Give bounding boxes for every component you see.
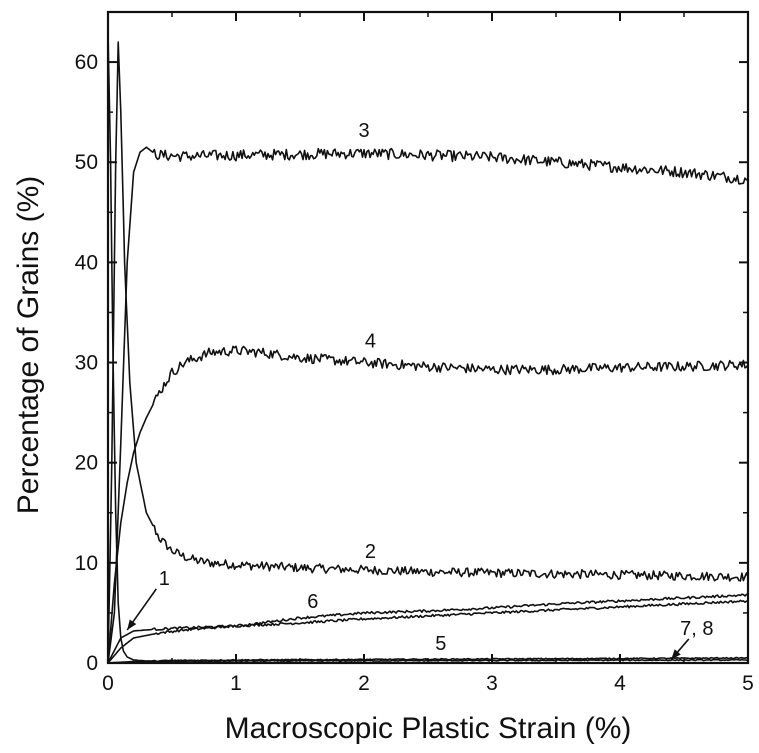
y-tick-label: 30: [75, 352, 98, 375]
y-tick-label: 20: [75, 452, 98, 475]
plot-frame: [106, 10, 750, 665]
curve-label: 3: [358, 120, 369, 142]
x-tick-label: 4: [614, 672, 626, 695]
y-tick-label: 0: [86, 652, 98, 675]
series-lines: [107, 31, 749, 664]
x-tick-label: 3: [486, 672, 498, 695]
y-axis-title: Percentage of Grains (%): [12, 176, 45, 514]
series-line-5: [107, 599, 749, 664]
series-line-3: [107, 146, 749, 664]
series-line-8: [107, 658, 749, 664]
series-line-6: [107, 593, 749, 664]
x-axis-title: Macroscopic Plastic Strain (%): [225, 712, 632, 745]
curve-label: 7, 8: [680, 618, 713, 640]
annotation-arrow-head: [127, 619, 137, 630]
curve-label: 5: [435, 633, 446, 655]
annotation-arrow-head: [671, 649, 681, 660]
plot-border: [106, 10, 750, 665]
y-tick-label: 40: [75, 251, 98, 274]
y-tick-label: 10: [75, 552, 98, 575]
curve-label: 1: [159, 568, 170, 590]
x-tick-label: 5: [742, 672, 754, 695]
series-line-2: [107, 41, 749, 664]
curve-label: 6: [307, 591, 318, 613]
x-tick-label: 0: [102, 672, 114, 695]
y-tick-label: 60: [75, 51, 98, 74]
curve-label: 4: [365, 331, 376, 353]
x-tick-label: 1: [230, 672, 242, 695]
curve-label: 2: [365, 541, 376, 563]
curve-annotations: 3 4 2 6 5 1 7, 8: [126, 120, 713, 661]
y-tick-label: 50: [75, 151, 98, 174]
x-tick-label: 2: [358, 672, 370, 695]
series-line-4: [107, 345, 749, 664]
